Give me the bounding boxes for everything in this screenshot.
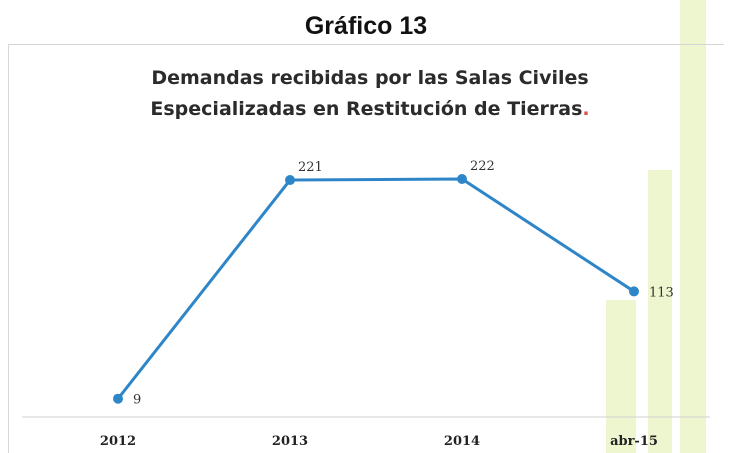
chart-title-line-1: Demandas recibidas por las Salas Civiles <box>151 67 589 89</box>
chart-title-period: . <box>582 98 590 120</box>
chart-title-line-2-text: Especializadas en Restitución de Tierras <box>150 98 583 120</box>
data-point <box>457 174 467 184</box>
data-label: 222 <box>470 159 495 174</box>
x-tick-label: 2013 <box>272 434 308 449</box>
x-tick-label: 2012 <box>100 434 136 449</box>
figure-heading: Gráfico 13 <box>304 12 428 40</box>
chart-frame-left <box>8 44 9 453</box>
data-point <box>113 393 123 404</box>
background-stripe <box>606 300 636 453</box>
chart-frame-top <box>8 44 724 45</box>
plot-layer: 9 221 222 113 2012 2013 2014 abr-15 <box>100 159 674 449</box>
x-tick-label: abr-15 <box>610 434 658 449</box>
background-stripe <box>680 0 706 453</box>
x-tick-label: 2014 <box>444 434 480 449</box>
data-point <box>629 286 639 297</box>
chart-title-line-2: Especializadas en Restitución de Tierras… <box>60 94 680 125</box>
data-label: 221 <box>298 160 323 175</box>
data-label: 113 <box>649 285 674 300</box>
data-point <box>285 175 295 186</box>
data-label: 9 <box>133 393 141 408</box>
series-line <box>116 177 635 400</box>
chart-title: Demandas recibidas por las Salas Civiles… <box>60 63 680 125</box>
background-stripe <box>648 170 672 453</box>
